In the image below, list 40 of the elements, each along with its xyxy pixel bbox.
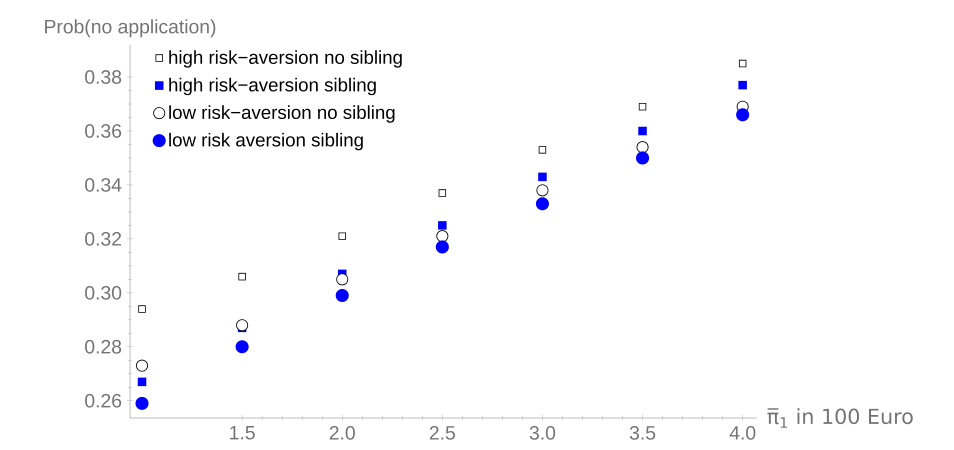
y-tick-label: 0.30 bbox=[85, 286, 122, 300]
point bbox=[438, 189, 446, 197]
legend-label: low risk aversion sibling bbox=[169, 132, 363, 150]
y-tick-label: 0.28 bbox=[85, 340, 122, 354]
point bbox=[738, 80, 747, 90]
point bbox=[236, 340, 249, 354]
x-tick-label: 3.5 bbox=[630, 426, 656, 440]
point bbox=[538, 146, 546, 154]
point bbox=[238, 272, 246, 280]
point bbox=[636, 151, 650, 164]
point bbox=[135, 396, 149, 410]
point bbox=[336, 273, 348, 286]
point bbox=[438, 221, 447, 230]
point bbox=[638, 126, 647, 136]
y-tick-label: 0.26 bbox=[85, 394, 122, 408]
point bbox=[338, 232, 346, 240]
point bbox=[738, 60, 746, 68]
x-tick-label: 2.5 bbox=[430, 426, 455, 440]
point bbox=[236, 319, 248, 332]
x-tick-label: 4.0 bbox=[730, 426, 756, 440]
point bbox=[436, 240, 449, 254]
point bbox=[538, 172, 547, 182]
legend-label: high risk−aversion no sibling bbox=[169, 50, 402, 68]
y-tick-label: 0.34 bbox=[85, 178, 122, 192]
y-axis-title: Prob(no application) bbox=[45, 19, 216, 38]
y-tick-label: 0.38 bbox=[85, 70, 122, 84]
x-tick-label: 2.0 bbox=[330, 426, 355, 440]
point bbox=[336, 288, 349, 302]
point bbox=[736, 108, 750, 122]
point bbox=[638, 102, 646, 110]
point bbox=[138, 305, 146, 313]
x-axis-title: π̅$_{1}$ in 100 Euro bbox=[767, 408, 913, 428]
x-tick-label: 3.0 bbox=[530, 426, 556, 440]
legend-label: low risk−aversion no sibling bbox=[169, 105, 394, 123]
legend-label: high risk−aversion sibling bbox=[169, 78, 376, 96]
y-tick-label: 0.32 bbox=[85, 232, 121, 246]
point bbox=[138, 378, 146, 386]
x-tick-label: 1.5 bbox=[230, 426, 255, 440]
point bbox=[536, 197, 549, 210]
y-tick-label: 0.36 bbox=[85, 124, 122, 138]
